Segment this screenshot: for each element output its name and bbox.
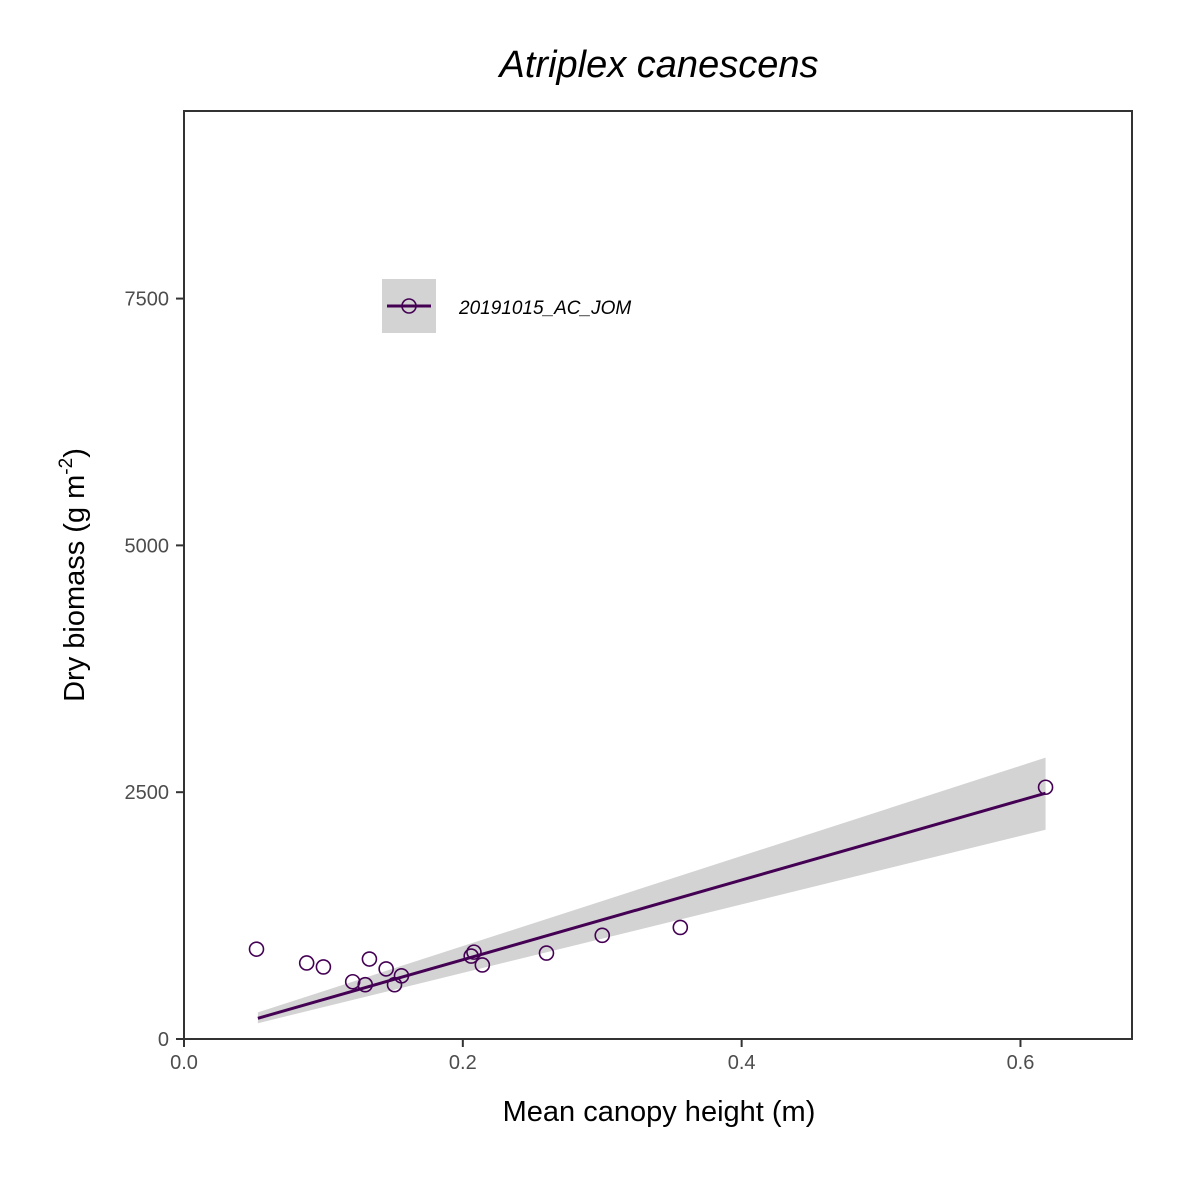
data-point-10 [463, 948, 479, 964]
data-point-16 [1037, 779, 1054, 796]
data-point-1 [248, 941, 265, 957]
legend-key-marker [401, 298, 417, 314]
data-point-5 [357, 976, 374, 993]
y-axis-title-main: Dry biomass (g m [59, 475, 91, 702]
plot-panel-border [183, 110, 1133, 1040]
data-point-15 [672, 919, 689, 936]
x-axis: 0.0 0.2 0.4 0.6 [170, 1039, 1034, 1074]
y-tick-label-3: 5000 [125, 535, 170, 557]
data-point-3 [315, 959, 332, 975]
legend: 20191015_AC_JOM [382, 279, 631, 333]
x-tick-label-2: 0.2 [449, 1052, 477, 1074]
confidence-band [257, 757, 1046, 1024]
data-points-layer [248, 779, 1054, 993]
x-axis-title: Mean canopy height (m) [503, 1096, 816, 1128]
data-point-6 [361, 951, 378, 967]
x-tick-label-4: 0.6 [1007, 1052, 1035, 1074]
y-tick-label-4: 7500 [125, 289, 170, 311]
data-point-7 [378, 961, 394, 977]
data-point-9 [393, 968, 410, 984]
confidence-band-layer [257, 757, 1046, 1024]
data-point-2 [298, 955, 315, 971]
y-tick-label-1: 0 [158, 1029, 169, 1051]
data-point-13 [538, 945, 555, 961]
y-axis: 0 2500 5000 7500 [125, 289, 184, 1051]
data-point-14 [594, 927, 611, 944]
data-point-11 [466, 944, 482, 960]
x-tick-label-1: 0.0 [170, 1052, 198, 1074]
y-axis-title-close: ) [59, 448, 91, 458]
legend-label: 20191015_AC_JOM [458, 298, 631, 319]
y-axis-title: Dry biomass (g m-2) [56, 448, 91, 702]
data-point-12 [474, 957, 491, 973]
chart-title: Atriplex canescens [498, 44, 819, 86]
y-tick-label-2: 2500 [125, 782, 170, 804]
y-axis-title-superscript: -2 [56, 458, 77, 475]
x-tick-label-3: 0.4 [728, 1052, 756, 1074]
